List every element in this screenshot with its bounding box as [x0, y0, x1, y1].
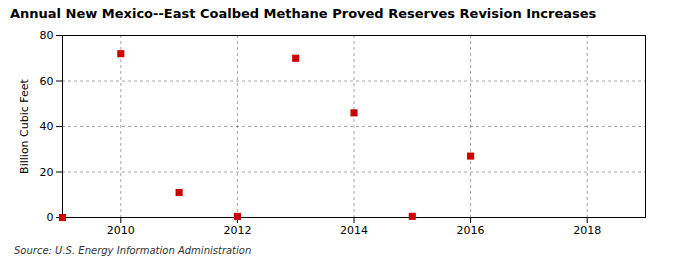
html-text:Annual New Mexico--East Coalbe: Annual New Mexico--East Coalbed Methane … [10, 6, 597, 21]
svg-text:2014: 2014 [340, 224, 368, 237]
svg-text:2016: 2016 [457, 224, 485, 237]
svg-text:2018: 2018 [573, 224, 601, 237]
svg-text:2010: 2010 [107, 224, 135, 237]
svg-text:Billion Cubic Feet: Billion Cubic Feet [18, 78, 31, 173]
svg-text:40: 40 [40, 120, 54, 133]
svg-text:60: 60 [40, 75, 54, 88]
svg-text:20: 20 [40, 166, 54, 179]
html-text:Source: U.S. Energy Informatio: Source: U.S. Energy Information Administ… [14, 245, 252, 256]
svg-text:80: 80 [40, 29, 54, 42]
svg-text:2012: 2012 [223, 224, 251, 237]
svg-text:0: 0 [47, 211, 54, 224]
